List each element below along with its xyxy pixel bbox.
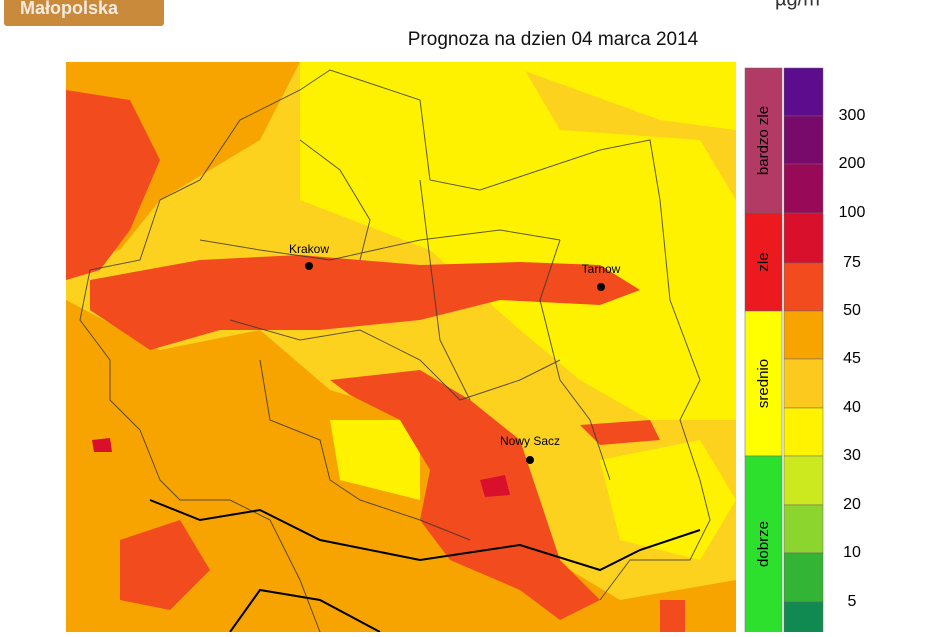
category-label: dobrze [755,521,772,567]
scale-tick-label: 45 [843,350,861,367]
scale-bin [783,212,824,264]
scale-bin [783,310,824,360]
city-label: Krakow [289,242,329,256]
logo: Małopolska [20,0,119,18]
scale-category [744,67,783,214]
category-label: srednio [755,359,772,408]
city-label: Nowy Sacz [500,434,560,448]
unit: µg/m [775,0,820,10]
category-label: bardzo zle [755,106,772,175]
color-scale: bardzo zle zle srednio dobrze 300 200 100 75 50 4… [744,67,866,637]
scale-category [744,212,783,312]
scale-tick-label: 20 [843,496,861,513]
title: Prognoza na dzien 04 marca 2014 [408,29,699,50]
category-label: zle [755,252,772,271]
scale-bin [783,601,824,637]
scale-tick-label: 300 [839,107,866,124]
scale-bin [783,455,824,506]
scale-bin [783,358,824,409]
map: Krakow Tarnow Nowy Sacz [66,62,736,632]
scale-category [744,455,783,637]
scale-bin [783,407,824,457]
scale-bin [783,504,824,554]
scale-bin [783,67,824,117]
scale-tick-label: 50 [843,302,861,319]
scale-tick-label: 100 [839,204,866,221]
scale-bin [783,552,824,603]
scale-bin [783,262,824,312]
logo-box [4,0,164,26]
scale-bin [783,115,824,165]
scale-tick-label: 30 [843,447,861,464]
city-label: Tarnow [582,262,621,276]
scale-tick-label: 75 [843,254,861,271]
scale-bin [783,163,824,214]
scale-tick-label: 200 [839,155,866,172]
scale-tick-label: 5 [848,593,857,610]
scale-tick-label: 10 [843,544,861,561]
scale-tick-label: 40 [843,399,861,416]
